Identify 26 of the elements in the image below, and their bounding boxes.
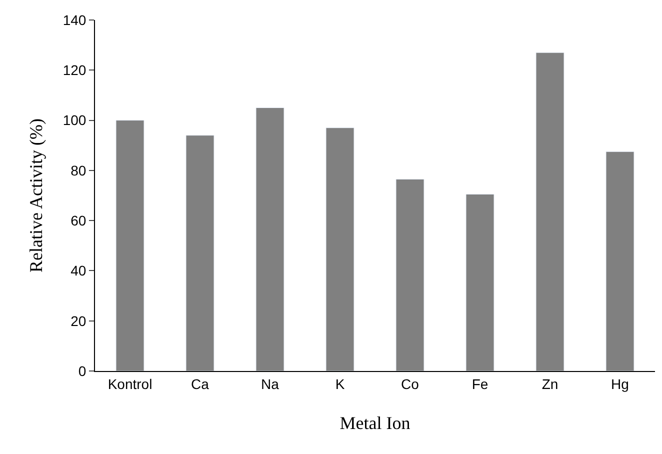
bar bbox=[466, 194, 494, 371]
bar bbox=[606, 151, 634, 371]
y-tick-label: 80 bbox=[70, 162, 86, 178]
y-tick-label: 40 bbox=[70, 262, 86, 279]
bar bbox=[536, 52, 564, 371]
y-axis-title: Relative Activity (%) bbox=[26, 118, 46, 272]
y-tick-label: 100 bbox=[62, 112, 86, 128]
x-axis-title: Metal Ion bbox=[340, 412, 410, 433]
y-tick-label: 60 bbox=[70, 212, 86, 228]
x-tick-label: Ca bbox=[191, 376, 210, 392]
x-tick-label: Zn bbox=[542, 376, 558, 392]
y-tick-label: 0 bbox=[78, 362, 86, 379]
x-tick-label: Na bbox=[261, 376, 280, 392]
y-tick-label: 20 bbox=[70, 312, 86, 329]
x-tick-label: Co bbox=[401, 376, 420, 392]
x-tick-label: K bbox=[335, 376, 346, 392]
bar bbox=[186, 135, 214, 371]
x-tick-label: Fe bbox=[472, 376, 488, 392]
bar bbox=[326, 128, 354, 371]
bar bbox=[256, 108, 284, 371]
y-tick-label: 120 bbox=[62, 62, 86, 78]
y-tick-label: 140 bbox=[62, 12, 86, 28]
x-tick-label: Kontrol bbox=[108, 376, 152, 392]
x-tick-label: Hg bbox=[611, 376, 629, 392]
bar bbox=[116, 120, 144, 371]
bar bbox=[396, 178, 424, 371]
